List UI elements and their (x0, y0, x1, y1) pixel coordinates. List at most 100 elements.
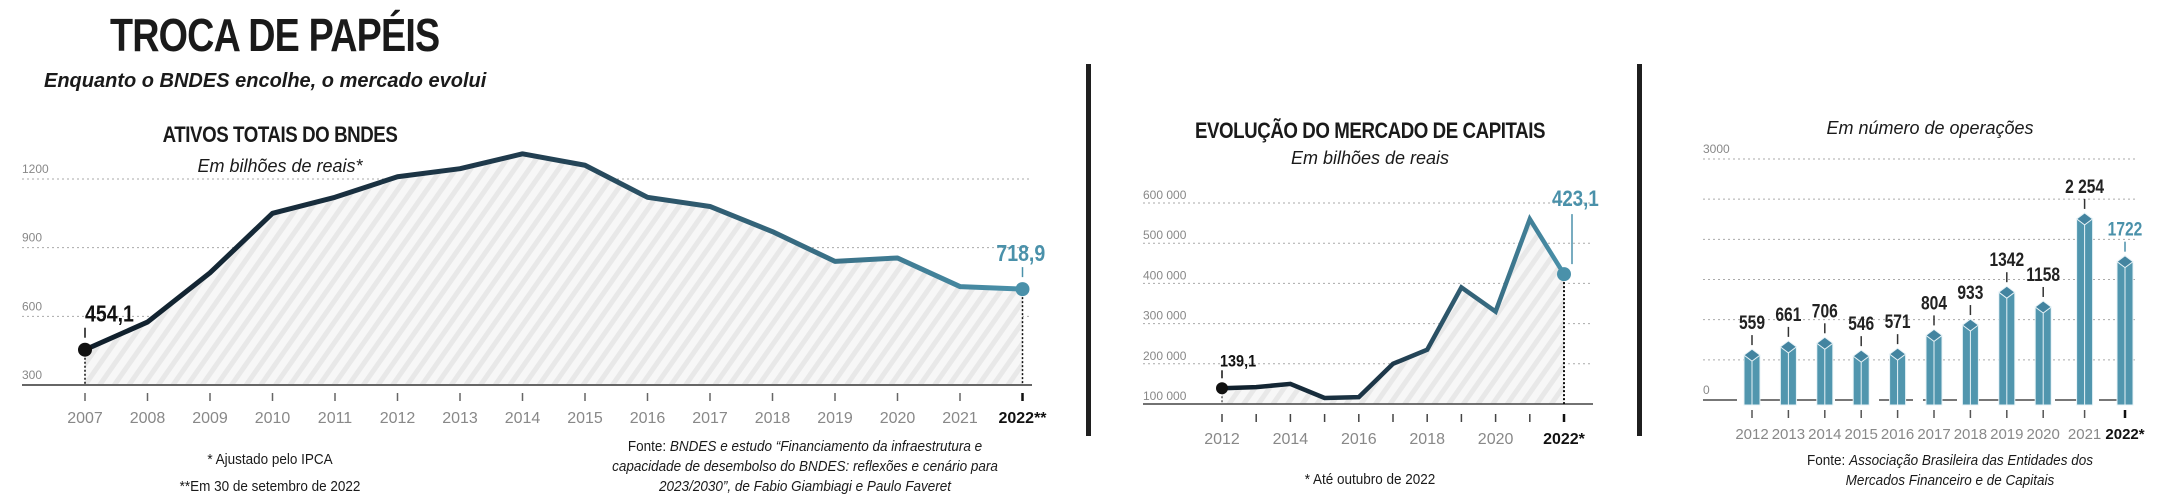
chart3-xtick-label: 2012 (1735, 426, 1768, 443)
chart1-xtick-label: 2020 (880, 410, 916, 427)
chart3-bar-cap (2034, 300, 2053, 314)
chart2-xtick-label: 2016 (1341, 431, 1377, 448)
chart3-bar (1997, 285, 2016, 406)
chart1-unit: Em bilhões de reais* (197, 156, 363, 176)
chart3-bar (1815, 336, 1834, 406)
chart2-xtick-label: 2018 (1409, 431, 1445, 448)
chart2-data-label: 139,1 (1220, 352, 1256, 370)
chart3-value-label: 559 (1739, 312, 1765, 334)
chart1-xtick-label: 2014 (505, 410, 541, 427)
chart3-bar-cap (1888, 347, 1907, 361)
chart2-xtick-label: 2012 (1204, 431, 1240, 448)
chart3-unit: Em número de operações (1826, 118, 2034, 138)
section-divider-2 (1637, 64, 1642, 436)
chart-mercado-capitais: 100 000 200 000 300 000 400 000 500 000 600 0… (1143, 188, 1599, 448)
section-divider-1 (1086, 64, 1091, 436)
chart3-bar-cap (2116, 255, 2134, 269)
chart2-ytick-label: 300 000 (1143, 309, 1187, 323)
chart2-ytick-label: 200 000 (1143, 349, 1187, 363)
chart3-source-line-1: Associação Brasileira das Entidades dos (1849, 452, 2093, 469)
chart2-xtick-label: 2022* (1543, 431, 1586, 448)
chart2-ytick-label: 600 000 (1143, 188, 1187, 202)
chart1-xtick-label: 2013 (442, 410, 478, 427)
chart1-xtick-label: 2011 (318, 410, 353, 427)
chart2-ytick-label: 400 000 (1143, 268, 1187, 282)
chart2-data-label: 423,1 (1552, 188, 1599, 212)
chart2-point-marker (1216, 382, 1228, 395)
chart3-xtick-label: 2014 (1808, 426, 1841, 443)
chart3-xtick-label: 2015 (1845, 426, 1878, 443)
chart3-bar (1925, 328, 1943, 406)
chart3-xtick-label: 2020 (2027, 426, 2060, 443)
chart3-source-line-2: Mercados Financeiro e de Capitais (1845, 472, 2055, 489)
chart-ativos-bndes: 300 600 900 1200 2007 2008 2009 2010 2011 2012 201… (22, 151, 1047, 427)
chart3-value-label: 933 (1957, 282, 1983, 304)
chart3-bar-cap (2075, 212, 2094, 226)
chart1-xtick-label: 2009 (192, 410, 228, 427)
chart2-series-line (1221, 213, 1566, 401)
chart3-value-label: 546 (1848, 313, 1874, 335)
chart1-data-label: 454,1 (85, 301, 134, 327)
chart2-point-marker (1557, 267, 1571, 282)
chart1-xtick-label: 2019 (817, 410, 853, 427)
chart3-bar-cap (1743, 348, 1761, 362)
chart3-value-label: 804 (1921, 292, 1947, 314)
chart3-bar (1743, 348, 1761, 406)
chart3-xtick-label: 2017 (1917, 426, 1950, 443)
chart-numero-operacoes: 0 3000 559 2012 661 2013 706 2014 546 2015 571 2016… (1703, 142, 2145, 443)
chart1-series-line (83, 151, 1023, 353)
chart3-bar (1888, 347, 1907, 406)
chart3-bar (2116, 255, 2134, 406)
chart3-xtick-label: 2018 (1954, 426, 1987, 443)
chart3-xtick-label: 2022* (2105, 426, 2144, 443)
chart3-bar (1779, 340, 1798, 406)
chart2-title: EVOLUÇÃO DO MERCADO DE CAPITAIS (1194, 118, 1546, 143)
chart3-bar (1961, 318, 1980, 406)
chart1-xtick-label: 2016 (630, 410, 666, 427)
chart2-note: * Até outubro de 2022 (1304, 471, 1436, 488)
chart1-xtick-label: 2008 (130, 410, 166, 427)
chart3-value-label: 706 (1812, 300, 1838, 322)
chart1-xtick-label: 2017 (692, 410, 728, 427)
chart1-xtick-label: 2022** (998, 410, 1047, 427)
chart1-data-label: 718,9 (996, 241, 1045, 267)
chart1-note-1: * Ajustado pelo IPCA (207, 451, 333, 468)
chart3-xtick-label: 2013 (1772, 426, 1805, 443)
chart3-xtick-label: 2021 (2068, 426, 2101, 443)
chart3-ytick-label: 0 (1703, 383, 1710, 397)
chart1-xtick-label: 2018 (755, 410, 791, 427)
chart1-source-line-2: capacidade de desembolso do BNDES: refle… (612, 458, 998, 475)
chart1-xtick-label: 2012 (380, 410, 416, 427)
chart3-value-label: 571 (1885, 311, 1911, 333)
chart3-value-label: 1722 (2108, 218, 2143, 240)
chart2-area (1222, 219, 1564, 404)
chart3-xtick-label: 2019 (1990, 426, 2023, 443)
chart1-source-line-3: 2023/2030”, de Fabio Giambiagi e Paulo F… (659, 478, 951, 495)
chart3-value-label: 661 (1775, 303, 1801, 325)
chart1-area (85, 153, 1023, 385)
chart3-bar-cap (1779, 340, 1798, 354)
chart1-xtick-label: 2021 (942, 410, 978, 427)
chart3-source-prefix: Fonte: (1807, 452, 1846, 469)
chart3-bar-cap (1997, 285, 2016, 299)
chart3-value-label: 1158 (2026, 263, 2060, 285)
chart3-xtick-label: 2016 (1881, 426, 1914, 443)
chart3-bar (2034, 300, 2053, 406)
chart1-xtick-label: 2007 (67, 410, 103, 427)
chart3-bar (2075, 212, 2094, 406)
chart1-ytick-label: 900 (22, 231, 42, 245)
chart2-xtick-label: 2020 (1478, 431, 1514, 448)
chart1-source: Fonte: BNDES e estudo “Financiamento da … (603, 437, 1008, 497)
chart2-unit: Em bilhões de reais (1290, 148, 1450, 168)
chart1-title: ATIVOS TOTAIS DO BNDES (162, 122, 398, 147)
chart1-point-marker (78, 342, 92, 357)
chart1-note-2: **Em 30 de setembro de 2022 (179, 478, 361, 495)
chart1-ytick-label: 300 (22, 368, 42, 382)
chart1-ytick-label: 1200 (22, 162, 49, 176)
chart2-ytick-label: 100 000 (1143, 389, 1187, 403)
chart3-source: Fonte: Associação Brasileira das Entidad… (1779, 451, 2121, 491)
chart3-bar-cap (1815, 336, 1834, 350)
page-subtitle: Enquanto o BNDES encolhe, o mercado evol… (44, 70, 487, 92)
chart1-ytick-label: 600 (22, 299, 42, 313)
